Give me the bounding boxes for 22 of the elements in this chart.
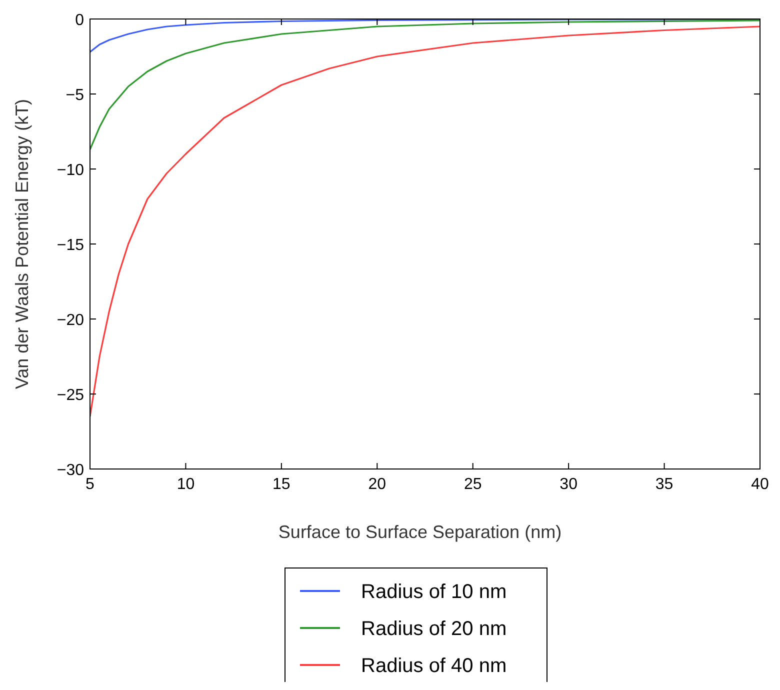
legend-label: Radius of 20 nm xyxy=(361,618,507,640)
y-tick-label: 0 xyxy=(75,12,84,29)
y-axis-title: Van der Waals Potential Energy (kT) xyxy=(12,98,32,390)
legend-label: Radius of 40 nm xyxy=(361,655,507,677)
x-tick-label: 20 xyxy=(368,476,386,493)
x-tick-label: 35 xyxy=(655,476,674,493)
legend-label: Radius of 10 nm xyxy=(361,581,507,603)
y-tick-label: −25 xyxy=(56,387,84,404)
x-tick-label: 40 xyxy=(751,476,769,493)
line-series xyxy=(90,20,760,150)
y-tick-label: −15 xyxy=(56,237,84,254)
y-tick-label: −30 xyxy=(56,462,84,479)
x-tick-label: 10 xyxy=(176,476,195,493)
x-axis-title: Surface to Surface Separation (nm) xyxy=(278,522,562,542)
x-tick-label: 30 xyxy=(560,476,578,493)
y-tick-label: −5 xyxy=(66,87,84,104)
x-tick-label: 5 xyxy=(86,476,95,493)
line-series xyxy=(90,26,760,418)
x-tick-label: 25 xyxy=(464,476,482,493)
x-tick-label: 15 xyxy=(272,476,290,493)
y-tick-label: −20 xyxy=(56,312,84,329)
y-tick-label: −10 xyxy=(56,162,84,179)
